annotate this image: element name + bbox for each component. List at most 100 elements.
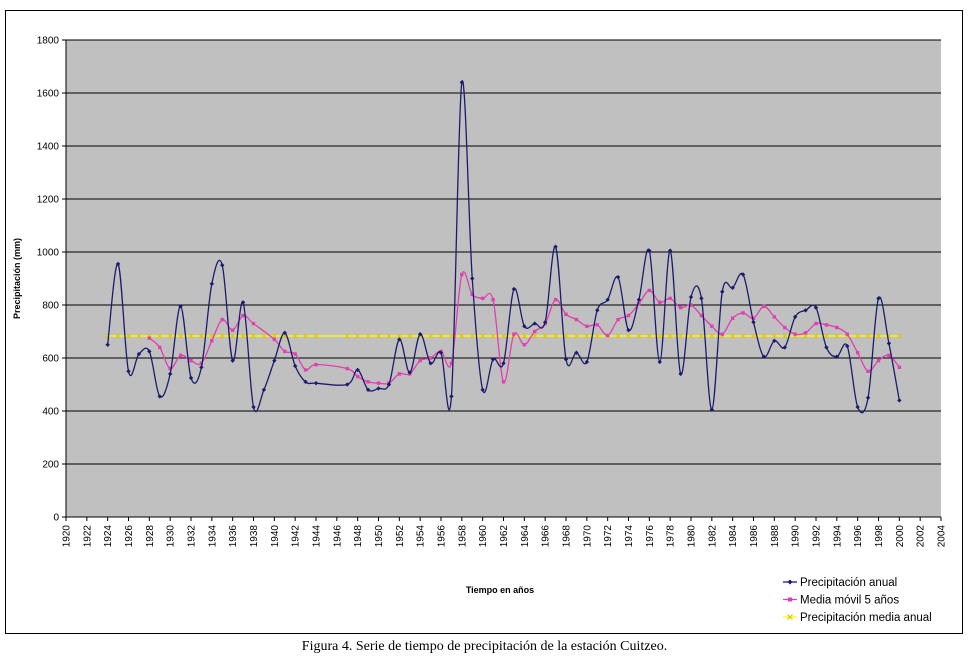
x-tick-label: 1924 [103, 525, 114, 548]
data-point [188, 333, 194, 339]
data-point [490, 333, 496, 339]
data-point [501, 361, 506, 366]
data-point [115, 333, 121, 339]
data-point [136, 333, 142, 339]
x-tick-label: 1984 [728, 525, 739, 548]
x-tick-label: 1966 [541, 525, 552, 548]
data-point [313, 333, 319, 339]
data-point [574, 333, 579, 339]
data-point [292, 333, 298, 339]
x-tick-label: 1922 [82, 525, 93, 548]
data-point [396, 333, 402, 339]
data-point [407, 370, 412, 375]
data-point [199, 333, 204, 339]
x-tick-label: 1920 [62, 525, 73, 548]
data-point [115, 261, 121, 267]
x-tick-label: 1972 [603, 525, 614, 548]
data-point [167, 371, 173, 377]
data-point [511, 286, 517, 292]
series-line-moving-average [148, 271, 900, 385]
data-point [220, 317, 224, 322]
data-point [699, 333, 704, 339]
data-point [835, 325, 839, 330]
data-point [678, 333, 683, 339]
data-point [303, 368, 308, 372]
data-point [199, 365, 204, 370]
data-point [210, 339, 214, 343]
data-point [616, 317, 620, 322]
data-point [470, 292, 474, 297]
data-point [678, 305, 683, 310]
data-point [261, 333, 267, 339]
data-point [345, 382, 350, 387]
x-tick-label: 1938 [249, 525, 260, 548]
data-point [688, 294, 694, 300]
data-point [657, 359, 662, 365]
data-point [668, 296, 672, 301]
data-point [876, 333, 881, 339]
x-tick-label: 2002 [916, 525, 927, 548]
data-point [709, 333, 715, 339]
x-tick-label: 1988 [770, 525, 781, 548]
legend-item-mean: Precipitación media anual [783, 612, 932, 624]
data-point [261, 387, 267, 392]
data-point [240, 300, 246, 305]
data-point [293, 352, 297, 356]
data-point [355, 374, 360, 379]
data-point [428, 361, 433, 366]
data-point [813, 333, 819, 339]
data-point [542, 320, 548, 325]
plot-area [66, 40, 941, 517]
data-point [553, 298, 558, 302]
data-point [428, 333, 433, 339]
x-tick-label: 1986 [749, 525, 760, 548]
x-tick-label: 1950 [374, 525, 385, 548]
data-point [376, 381, 381, 385]
data-point [355, 367, 360, 373]
data-point [365, 333, 371, 339]
data-point [168, 366, 172, 371]
data-point [282, 330, 287, 336]
data-point [772, 315, 777, 319]
data-point [626, 333, 631, 339]
data-point [709, 407, 715, 412]
legend-marker [788, 597, 792, 602]
data-point [532, 321, 537, 326]
data-point [178, 333, 183, 339]
data-point [761, 354, 767, 359]
data-point [605, 333, 610, 338]
data-point [615, 333, 621, 339]
x-tick-label: 1992 [812, 525, 823, 548]
y-tick-label: 800 [42, 301, 59, 312]
y-tick-label: 1600 [37, 89, 60, 100]
y-tick-labels: 0 200 400 600 800 1000 1200 1400 1600 1800 [37, 36, 66, 524]
figure-caption: Figura 4. Serie de tiempo de precipitaci… [301, 639, 668, 654]
data-point [771, 333, 777, 339]
legend-label: Precipitación media anual [800, 612, 932, 624]
y-axis-label: Precipitación (mm) [12, 238, 22, 319]
x-tick-label: 1976 [645, 525, 656, 548]
data-point [626, 327, 631, 333]
data-point [532, 333, 538, 339]
x-tick-label: 1970 [582, 525, 593, 548]
data-point [251, 321, 256, 326]
data-point [272, 358, 277, 363]
data-point [386, 382, 392, 387]
data-point [824, 323, 829, 327]
series-layer [105, 80, 902, 414]
x-tick-label: 1928 [145, 525, 156, 548]
data-point [209, 281, 215, 286]
data-point [449, 361, 454, 365]
data-point [730, 333, 736, 339]
x-tick-label: 1942 [291, 525, 302, 548]
data-point [553, 244, 558, 249]
data-point [522, 324, 527, 329]
data-point [762, 304, 766, 309]
data-point [782, 333, 788, 339]
data-point [824, 333, 829, 339]
x-tick-label: 1946 [332, 525, 343, 548]
data-point [813, 305, 819, 310]
data-point [584, 333, 590, 339]
data-point [438, 350, 444, 355]
